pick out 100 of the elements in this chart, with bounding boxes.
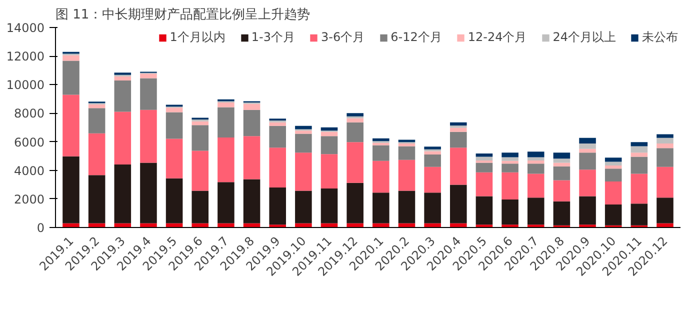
bar (450, 132, 467, 148)
bar (579, 148, 596, 153)
bar (398, 146, 416, 160)
bar (346, 182, 364, 224)
bar (656, 144, 674, 148)
bar (166, 138, 183, 178)
bar (372, 145, 390, 161)
bar (140, 223, 157, 228)
bar (553, 162, 570, 166)
bar (630, 142, 648, 146)
y-tick-label: 2000 (14, 192, 45, 206)
bar (579, 138, 596, 144)
bar (140, 74, 157, 78)
bar (502, 172, 518, 200)
bar (269, 126, 286, 148)
bar (166, 178, 183, 224)
y-tick-label: 12000 (6, 50, 45, 64)
bar (424, 223, 441, 228)
bar (114, 76, 132, 80)
legend-label: 6-12个月 (390, 29, 442, 46)
bar (630, 204, 648, 226)
legend-label: 12-24个月 (468, 29, 527, 46)
bar (243, 136, 260, 180)
bar (372, 160, 390, 193)
bar (114, 164, 132, 224)
bar (527, 174, 544, 198)
bar (476, 196, 493, 225)
bar (192, 223, 209, 228)
bar (346, 113, 364, 116)
bar (476, 156, 493, 160)
bar (166, 223, 183, 228)
bar (579, 144, 596, 149)
bar (630, 146, 648, 153)
bar (243, 104, 260, 110)
bar (604, 182, 622, 204)
y-tick-label: 6000 (14, 135, 45, 150)
legend-label: 未公布 (642, 29, 678, 46)
bar (62, 223, 80, 228)
bar (166, 112, 183, 139)
bar (114, 223, 132, 228)
bar (656, 148, 674, 167)
bar (604, 162, 622, 166)
bar (218, 102, 234, 108)
bar (88, 223, 106, 228)
bar (553, 201, 570, 226)
chart-title: 图 11：中长期理财产品配置比例呈上升趋势 (56, 8, 310, 22)
bar (140, 78, 157, 110)
bar (476, 154, 493, 157)
bar (346, 223, 364, 228)
bar (450, 128, 467, 132)
bar (62, 55, 80, 61)
bar (553, 152, 570, 159)
bar (424, 166, 441, 193)
bar (88, 175, 106, 224)
bar (192, 150, 209, 191)
bar (424, 192, 441, 224)
bar (218, 223, 234, 228)
bar (527, 164, 544, 174)
bar (192, 125, 209, 151)
bar (243, 110, 260, 136)
bar (579, 170, 596, 196)
legend-label: 24个月以上 (552, 29, 616, 46)
bar (346, 142, 364, 183)
bar (527, 157, 544, 160)
bar (630, 152, 648, 157)
bar (114, 80, 132, 112)
bar (218, 138, 234, 182)
bar (476, 172, 493, 196)
bar (656, 134, 674, 138)
bar (450, 122, 467, 126)
bar (604, 168, 622, 182)
bar (604, 204, 622, 226)
bar (295, 223, 312, 228)
bar (579, 196, 596, 225)
bar (604, 158, 622, 162)
bar (269, 122, 286, 126)
legend-label: 1-3个月 (251, 29, 295, 46)
bar (398, 160, 416, 191)
y-tick-label: 10000 (6, 78, 45, 92)
bar (527, 152, 544, 158)
bar (604, 166, 622, 169)
bar (62, 156, 80, 224)
bar (140, 162, 157, 224)
bar (450, 148, 467, 185)
bar (450, 184, 467, 224)
bar (346, 122, 364, 142)
bar (553, 166, 570, 180)
bar (502, 200, 518, 225)
bar (424, 146, 441, 150)
bar (295, 152, 312, 191)
bar (243, 179, 260, 224)
legend-label: 1个月以内 (170, 29, 226, 46)
bar (269, 188, 286, 225)
bar (476, 162, 493, 172)
bar (553, 158, 570, 163)
bar (656, 138, 674, 144)
y-tick-label: 14000 (6, 21, 45, 35)
bar (320, 154, 338, 188)
bar (527, 160, 544, 164)
bar (295, 130, 312, 134)
